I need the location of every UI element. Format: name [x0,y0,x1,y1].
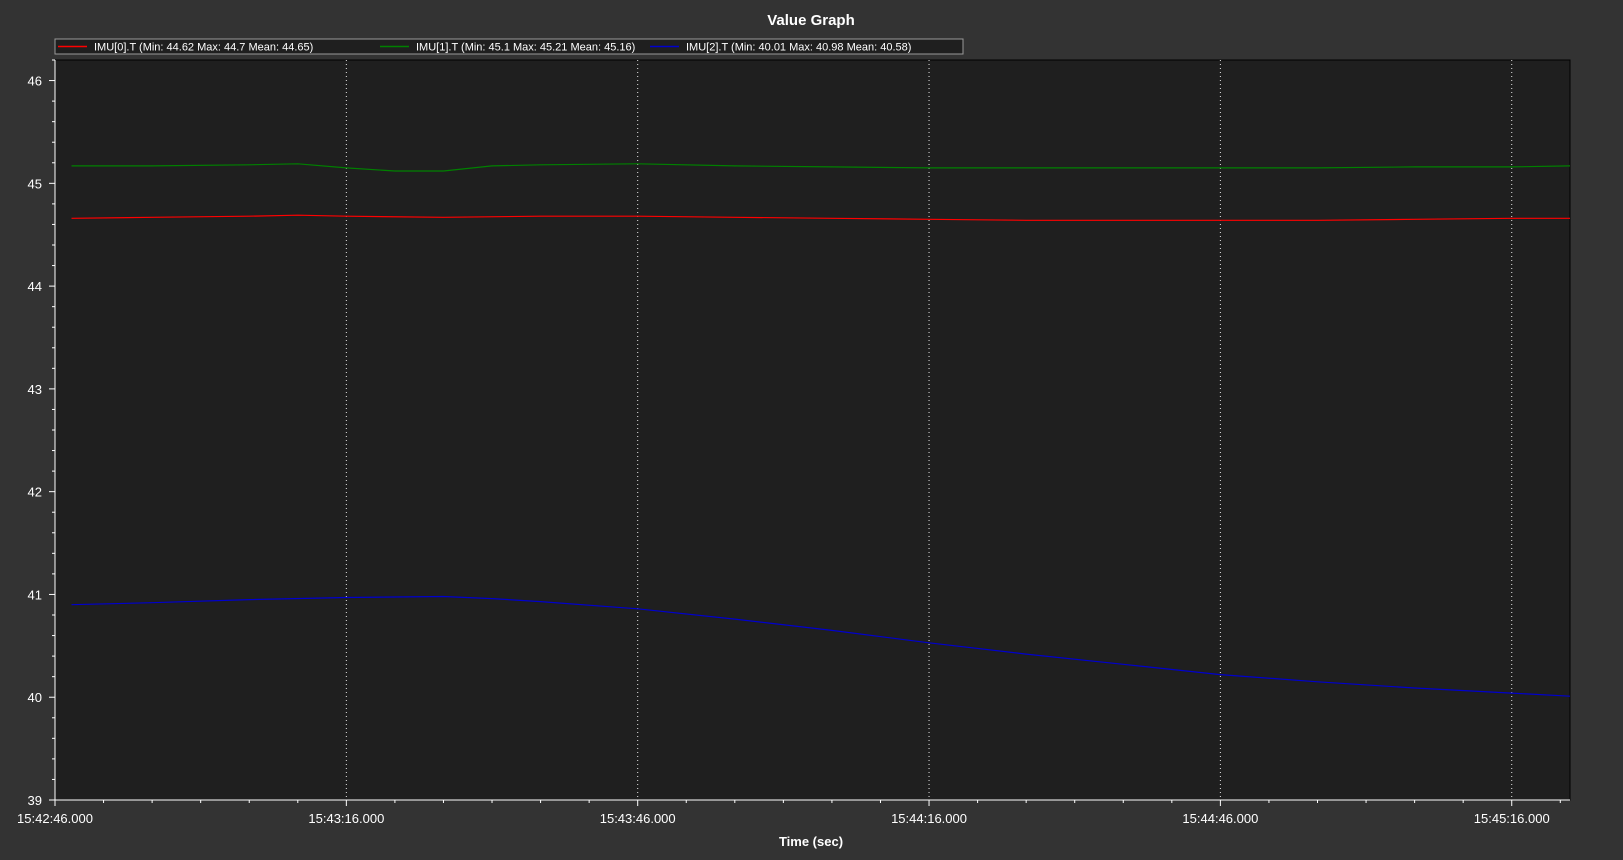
x-tick-label: 15:43:46.000 [600,811,676,826]
x-tick-label: 15:45:16.000 [1474,811,1550,826]
series-line-0 [71,214,1570,221]
plot-area [54,59,1571,801]
series-line-1 [71,163,1571,172]
legend-label-2: IMU[2].T (Min: 40.01 Max: 40.98 Mean: 40… [686,42,911,54]
y-tick-label: 41 [28,587,42,602]
y-tick-label: 44 [28,279,42,294]
x-tick-label: 15:42:46.000 [17,811,93,826]
x-tick-label: 15:44:46.000 [1182,811,1258,826]
y-ticks: 39 40 41 42 43 44 45 46 [28,59,55,808]
legend-items: IMU[0].T (Min: 44.62 Max: 44.7 Mean: 44.… [58,42,911,54]
y-tick-label: 39 [28,793,42,808]
x-axis-label: Time (sec) [779,834,843,849]
legend-box [54,38,964,55]
legend: IMU[0].T (Min: 44.62 Max: 44.7 Mean: 44.… [54,38,964,55]
y-tick-label: 45 [28,176,42,191]
y-tick-label: 43 [28,382,42,397]
x-ticks: 15:42:46.000 15:43:16.000 15:43:46.000 15:4… [17,800,1561,826]
y-tick-label: 42 [28,485,42,500]
series-line-2 [71,595,1571,697]
legend-label-0: IMU[0].T (Min: 44.62 Max: 44.7 Mean: 44.… [94,42,313,54]
legend-label-1: IMU[1].T (Min: 45.1 Max: 45.21 Mean: 45.… [416,42,635,54]
chart-title: Value Graph [767,12,855,29]
series-lines [71,163,1571,697]
x-tick-label: 15:44:16.000 [891,811,967,826]
y-tick-label: 46 [28,74,42,89]
x-tick-label: 15:43:16.000 [308,811,384,826]
y-tick-label: 40 [28,690,42,705]
